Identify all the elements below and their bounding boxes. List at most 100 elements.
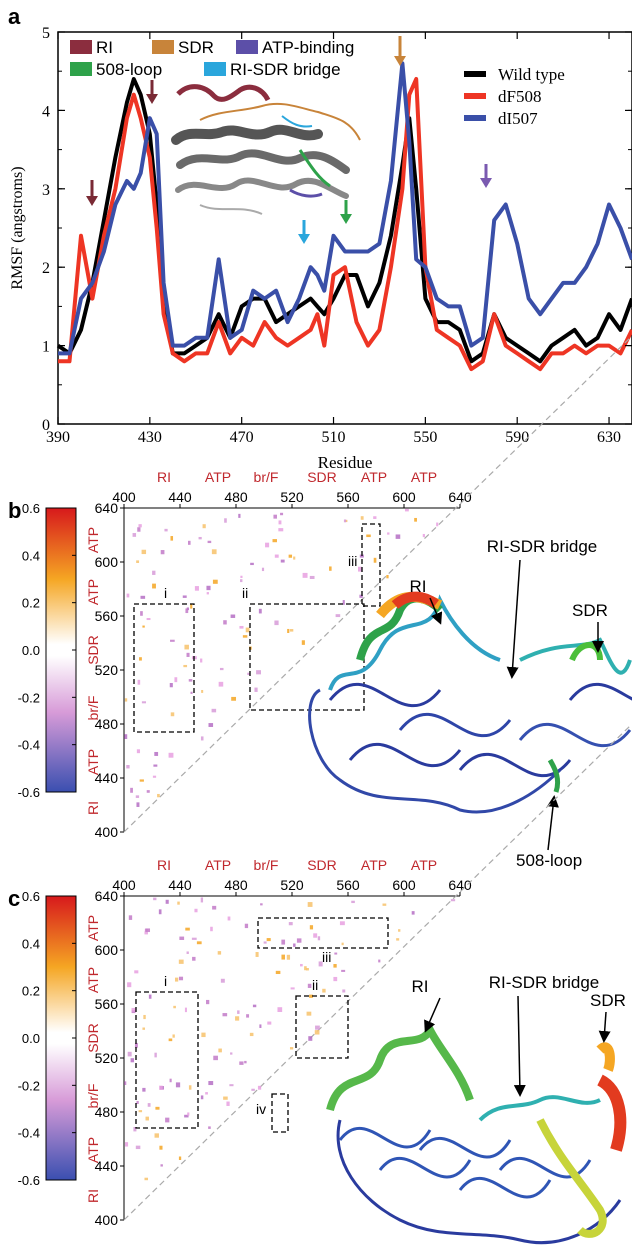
heatmap-cell [200,897,204,903]
heatmap-cell [160,1164,163,1167]
heatmap-cell [307,902,313,907]
loop-508 [547,758,561,793]
heatmap-cell [267,1021,272,1025]
heatmap-cell [274,554,279,558]
left-region-label: SDR [85,635,101,665]
top-tick-label: 480 [224,877,248,893]
heatmap-cell [366,534,371,538]
heatmap-cell [307,983,312,988]
heatmap-cell [153,897,157,901]
heatmap-cell [136,802,140,807]
panel-c-label: c [8,886,20,911]
highlight-box [249,603,365,711]
heatmap-cell [208,1081,214,1086]
heatmap-cell [136,749,141,754]
legend-swatch [70,40,92,54]
highlight-box [295,995,349,1059]
box-label: i [164,973,167,989]
heatmap-cell [322,988,326,993]
heatmap-cell [168,1038,173,1042]
heatmap-cell [240,579,243,583]
heatmap-cell [183,664,188,668]
heatmap-cell [211,708,217,713]
heatmap-cell [218,1048,222,1053]
top-tick-label: 560 [336,489,360,505]
diagonal [123,335,632,833]
heatmap-cell [329,566,332,571]
colorbar-label: 0.4 [22,936,40,951]
heatmap-cell [342,989,346,993]
top-tick-label: 640 [448,877,472,893]
heatmap-cell [198,536,202,540]
heatmap-cell [239,1061,244,1065]
heatmap-cell [246,1014,250,1018]
legend-label: dI507 [498,109,538,128]
heatmap-cell [289,629,294,632]
label-arrow [506,559,521,679]
heatmap-cell [265,542,270,548]
left-tick-label: 440 [95,770,119,786]
heatmap-cell [339,921,345,926]
arrow-head [298,234,310,244]
colorbar-label: -0.4 [18,1126,40,1141]
heatmap-cell [290,987,295,990]
heatmap-cell [159,1085,163,1090]
left-region-label: RI [85,801,101,815]
heatmap-cell [184,1114,189,1118]
heatmap-cell [182,595,187,598]
legend-label: SDR [178,38,214,57]
y-axis-label: RMSF (angstroms) [9,166,26,289]
heatmap-cell [174,977,179,982]
heatmap-cell [178,959,184,964]
heatmap-cell [317,936,321,941]
heatmap-cell [187,1112,190,1116]
heatmap-cell [387,532,390,535]
heatmap-cell [200,736,204,741]
legend-label: RI-SDR bridge [230,60,341,79]
colorbar-label: 0.2 [22,596,40,611]
series-legend: Wild type dF508 dI507 [464,65,565,128]
heatmap-cell [404,508,409,512]
heatmap-cell [373,516,377,519]
heatmap-cell [308,1036,313,1041]
highlight-box [257,917,389,949]
heatmap-cell [136,560,140,563]
heatmap-cell [141,701,147,704]
heatmap-cell [212,579,218,584]
correlation-heatmap-c: 400 440 480 520 560 600 640 640 600 560 520 480 440 4… [18,723,632,1245]
heatmap-cell [155,1106,160,1110]
heatmap-cell [140,611,143,616]
heatmap-cell [206,999,210,1005]
heatmap-cell [293,943,296,947]
top-region-label: SDR [307,857,337,873]
box-label: iii [348,553,357,569]
heatmap-cell [179,936,185,940]
left-region-label: ATP [85,527,101,553]
heatmap-cell [185,927,190,931]
label-arrow [513,995,526,1097]
heatmap-cell [190,691,193,694]
top-region-label: ATP [205,857,231,873]
heatmap-cell [178,976,184,981]
heatmap-cell [175,1082,181,1088]
heatmap-cell [250,562,254,566]
heatmap-cell [252,1004,257,1008]
heatmap-cell [146,790,150,793]
arrow-head [480,178,492,188]
heatmap-cell [202,524,206,529]
heatmap-cell [223,620,227,625]
heatmap-cell [242,635,248,638]
heatmap-cell [178,1156,182,1160]
ri-helix [326,1021,474,1112]
left-tick-label: 440 [95,1158,119,1174]
highlight-box [271,1093,289,1133]
colorbar-label: 0.0 [22,1031,40,1046]
left-region-label: ATP [85,1137,101,1163]
top-region-label: SDR [307,469,337,485]
heatmap-cell [165,1117,170,1123]
left-tick-label: 480 [95,716,119,732]
heatmap-cell [168,752,174,758]
heatmap-cell [386,574,389,579]
heatmap-cell [140,595,146,599]
